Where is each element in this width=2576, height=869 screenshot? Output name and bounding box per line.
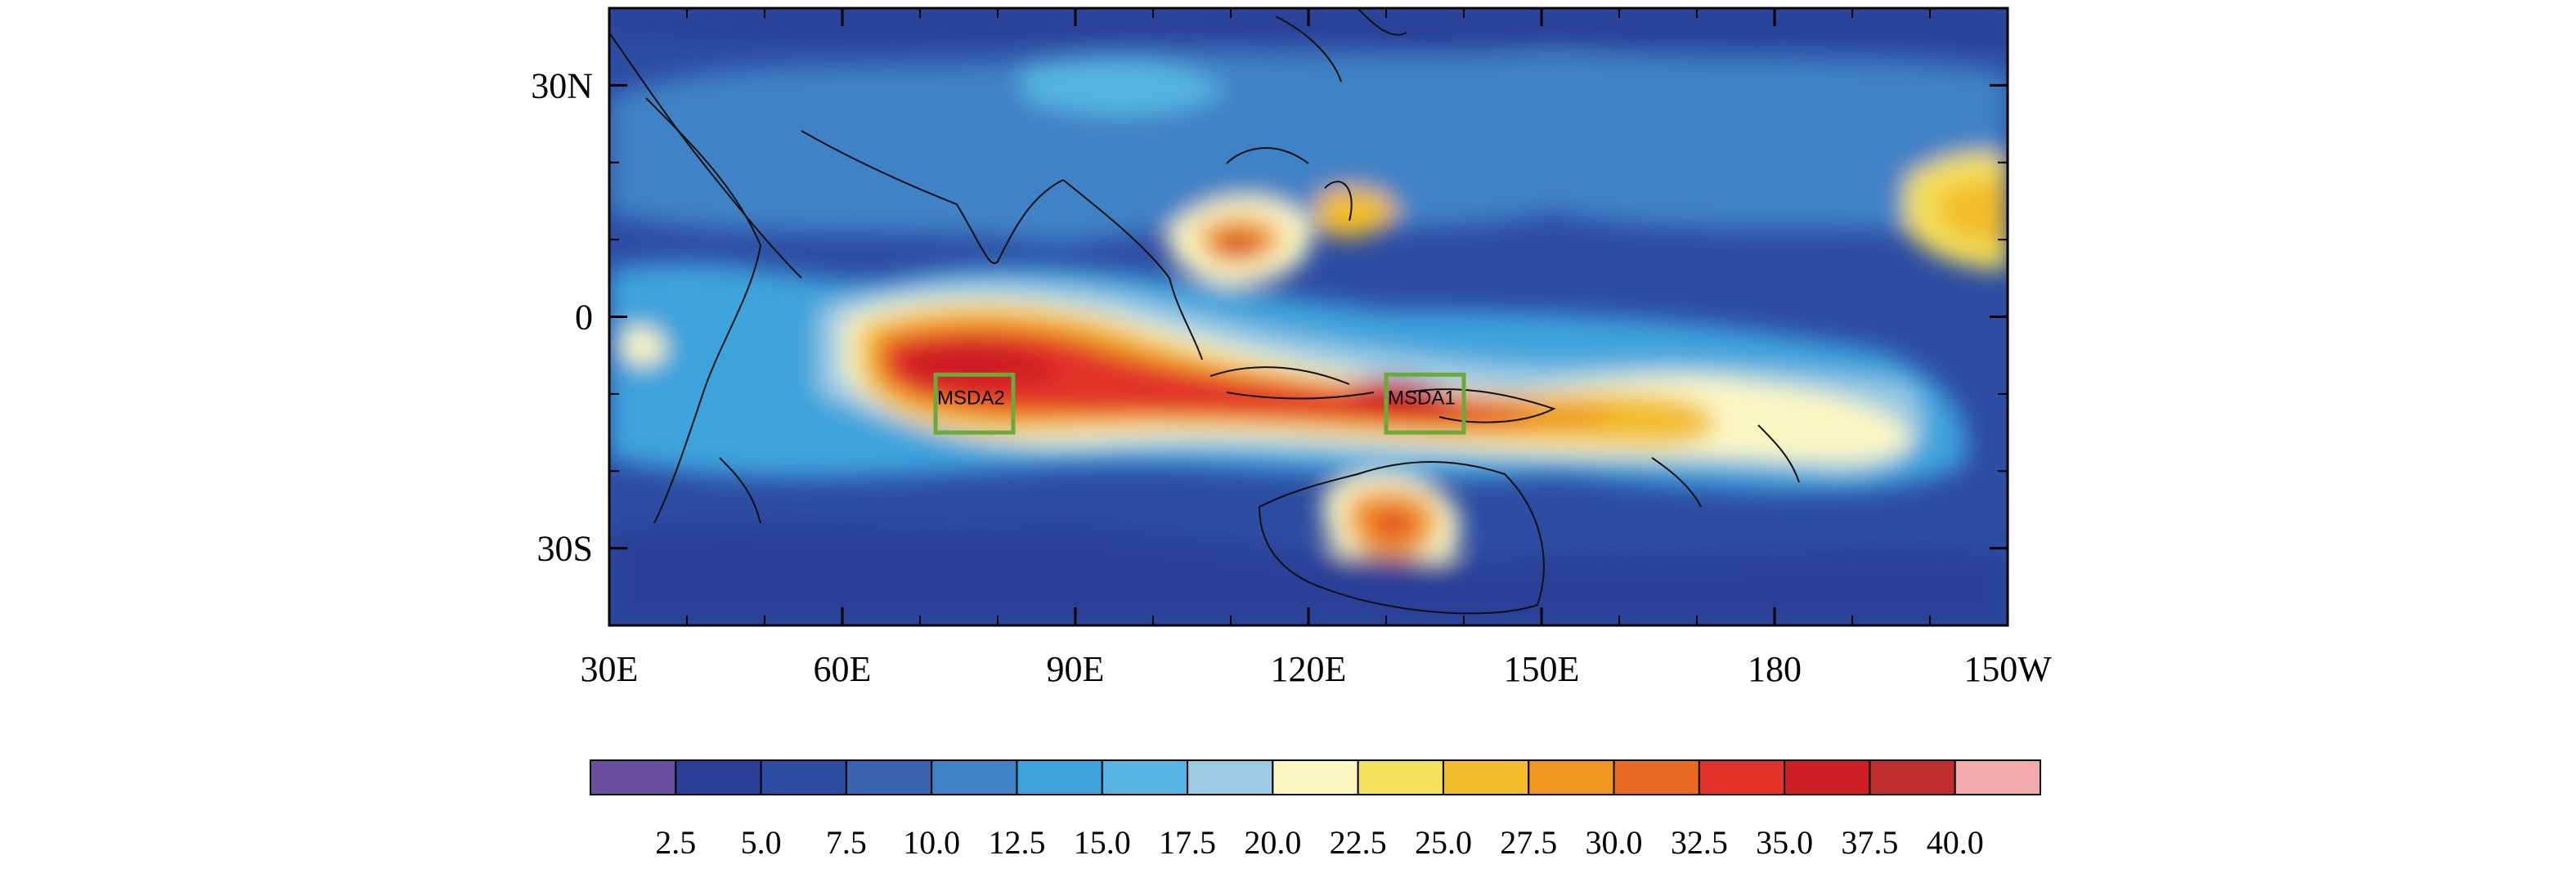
- colorbar-level-label: 32.5: [1671, 824, 1728, 861]
- colorbar-swatch: [675, 759, 762, 795]
- lon-tick-label: 90E: [1047, 649, 1105, 689]
- colorbar-swatch: [1016, 759, 1103, 795]
- lon-tick-label: 150W: [1963, 649, 2052, 689]
- colorbar-swatch: [931, 759, 1018, 795]
- colorbar-swatch: [1784, 759, 1871, 795]
- colorbar-level-label: 40.0: [1927, 824, 1984, 861]
- region-box-msda1: [1384, 372, 1466, 435]
- colorbar-swatch: [1357, 759, 1444, 795]
- map-axes: 30E 60E 90E 120E 150E 180 150W 30N 0 30S: [531, 7, 2052, 689]
- lon-tick-label: 60E: [814, 649, 872, 689]
- colorbar-swatch: [1698, 759, 1786, 795]
- colorbar-level-label: 10.0: [903, 824, 960, 861]
- colorbar-swatch: [1442, 759, 1530, 795]
- colorbar-level-label: 7.5: [826, 824, 867, 861]
- colorbar-level-label: 20.0: [1244, 824, 1301, 861]
- region-boxes: MSDA2 MSDA1: [933, 372, 1466, 435]
- colorbar-level-label: 25.0: [1415, 824, 1472, 861]
- region-box-msda2: [933, 372, 1016, 435]
- lat-tick-label: 30N: [531, 65, 593, 105]
- colorbar-swatch: [845, 759, 933, 795]
- colorbar-level-label: 30.0: [1586, 824, 1643, 861]
- colorbar-swatch: [1954, 759, 2041, 795]
- region-box-label: MSDA1: [1388, 387, 1456, 409]
- colorbar-swatch: [1272, 759, 1359, 795]
- colorbar-swatch: [760, 759, 847, 795]
- colorbar-swatch: [1869, 759, 1956, 795]
- colorbar-level-label: 22.5: [1330, 824, 1387, 861]
- colorbar-level-label: 15.0: [1074, 824, 1131, 861]
- colorbar-level-label: 27.5: [1500, 824, 1557, 861]
- colorbar-swatch: [1101, 759, 1189, 795]
- lat-tick-label: 0: [575, 298, 593, 338]
- colorbar-level-label: 17.5: [1159, 824, 1216, 861]
- coastlines: [609, 8, 1800, 615]
- colorbar-level-label: 37.5: [1841, 824, 1898, 861]
- colorbar-level-label: 2.5: [655, 824, 696, 861]
- lon-tick-label: 30E: [581, 649, 639, 689]
- colorbar-level-label: 35.0: [1756, 824, 1813, 861]
- colorbar-swatch: [1613, 759, 1700, 795]
- lon-tick-label: 180: [1748, 649, 1802, 689]
- map-field: [609, 8, 2008, 625]
- lat-tick-label: 30S: [537, 529, 593, 569]
- lon-tick-label: 150E: [1504, 649, 1580, 689]
- colorbar-swatch: [590, 759, 677, 795]
- colorbar: 2.5 5.0 7.5 10.0 12.5 15.0 17.5 20.0 22.5 25.0 27.…: [590, 759, 2041, 861]
- colorbar-swatch: [1187, 759, 1274, 795]
- region-box-label: MSDA2: [937, 387, 1005, 409]
- colorbar-level-label: 12.5: [988, 824, 1045, 861]
- colorbar-level-label: 5.0: [741, 824, 782, 861]
- lon-tick-label: 120E: [1271, 649, 1347, 689]
- colorbar-swatch: [1528, 759, 1615, 795]
